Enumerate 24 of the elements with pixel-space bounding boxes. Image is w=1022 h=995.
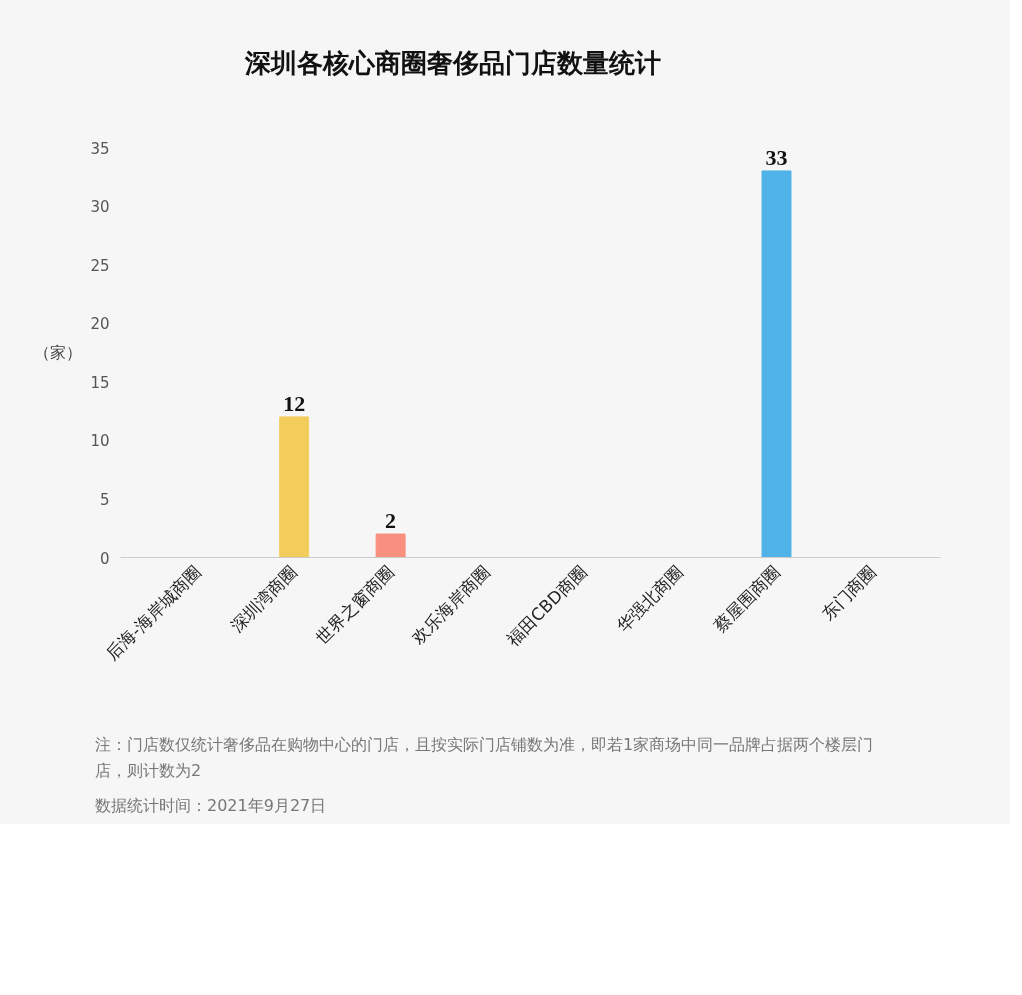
y-tick-label: 5: [99, 491, 110, 510]
x-tick-label: 欢乐海岸商圈: [407, 561, 495, 648]
y-tick-label: 0: [99, 549, 110, 568]
x-tick-label: 深圳湾商圈: [226, 561, 302, 636]
x-tick-label: 华强北商圈: [612, 561, 688, 636]
y-tick-label: 10: [90, 432, 110, 451]
text: 注：门店数仅统计奢侈品在购物中心的门店，且按实际门店铺数为准，即若1家商场中同一品牌占据两个楼层门店，则计数为2: [95, 734, 875, 782]
bar: [375, 533, 406, 558]
y-tick-label: 15: [90, 373, 110, 392]
y-axis-title: （家）: [34, 343, 83, 363]
data-label: 2: [385, 508, 397, 534]
y-tick-label: 20: [90, 315, 110, 334]
x-tick-label: 蔡屋围商圈: [709, 561, 784, 636]
x-tick-label: 东门商圈: [817, 561, 881, 624]
bar: [279, 416, 310, 558]
chart-title: 深圳各核心商圈奢侈品门店数量统计: [245, 47, 661, 80]
bar: [761, 170, 792, 558]
data-label: 33: [765, 145, 788, 171]
text: 数据统计时间：2021年9月27日: [95, 795, 327, 818]
y-tick-label: 25: [90, 256, 110, 275]
x-tick-label: 世界之窗商圈: [311, 561, 398, 648]
y-tick-label: 30: [90, 198, 110, 217]
data-label: 12: [283, 391, 306, 417]
y-tick-label: 35: [90, 139, 110, 158]
